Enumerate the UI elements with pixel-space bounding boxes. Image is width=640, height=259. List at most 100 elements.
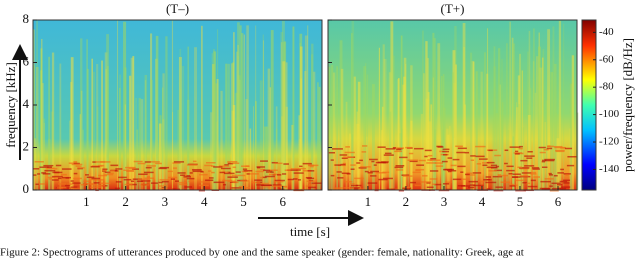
spectrogram-harmonic bbox=[220, 167, 231, 170]
spectrogram-streak bbox=[363, 66, 366, 190]
spectrogram-harmonic bbox=[204, 164, 213, 167]
spectrogram-streak bbox=[563, 23, 565, 191]
spectrogram-harmonic bbox=[362, 145, 368, 147]
spectrogram-streak bbox=[345, 101, 348, 190]
spectrogram-harmonic bbox=[436, 145, 443, 148]
spectrogram-harmonic bbox=[305, 176, 312, 179]
spectrogram-harmonic bbox=[376, 172, 387, 174]
spectrogram-streak bbox=[43, 122, 45, 190]
colorbar-tick-label: -60 bbox=[599, 53, 614, 65]
spectrogram-harmonic bbox=[90, 166, 100, 168]
spectrogram-streak bbox=[34, 138, 37, 190]
spectrogram-harmonic bbox=[341, 157, 348, 160]
spectrogram-harmonic bbox=[110, 164, 119, 167]
spectrogram-harmonic bbox=[500, 181, 510, 183]
spectrogram-harmonic bbox=[311, 182, 322, 184]
spectrogram-streak bbox=[269, 87, 272, 190]
spectrogram-harmonic bbox=[482, 164, 488, 167]
spectrogram-harmonic bbox=[466, 174, 476, 176]
spectrogram-harmonic bbox=[123, 178, 132, 181]
spectrogram-streak bbox=[211, 53, 214, 191]
spectrogram-streak bbox=[401, 128, 403, 190]
spectrogram-streak bbox=[69, 120, 71, 190]
spectrogram-harmonic bbox=[444, 168, 454, 171]
spectrogram-streak bbox=[349, 133, 351, 190]
spectrogram-streak bbox=[475, 71, 478, 190]
spectrogram-harmonic bbox=[472, 172, 482, 174]
spectrogram-streak bbox=[150, 79, 153, 190]
spectrogram-harmonic bbox=[435, 165, 444, 167]
spectrogram-harmonic bbox=[555, 150, 565, 153]
x-tick-label: 2 bbox=[403, 194, 410, 209]
spectrogram-harmonic bbox=[260, 184, 272, 186]
spectrogram-harmonic bbox=[358, 167, 367, 169]
spectrogram-harmonic bbox=[563, 179, 571, 182]
spectrogram-harmonic bbox=[541, 159, 547, 162]
spectrogram-streak bbox=[299, 138, 301, 190]
spectrogram-streak bbox=[41, 83, 44, 190]
spectrogram-harmonic bbox=[146, 176, 150, 178]
spectrogram-streak bbox=[400, 66, 403, 190]
spectrogram-streak bbox=[533, 28, 535, 190]
spectrogram-harmonic bbox=[333, 188, 341, 190]
spectrogram-harmonic bbox=[506, 169, 515, 172]
spectrogram-harmonic bbox=[298, 167, 306, 170]
spectrogram-harmonic bbox=[555, 149, 565, 152]
spectrogram-harmonic bbox=[159, 166, 170, 169]
spectrogram-streak bbox=[106, 65, 109, 190]
spectrogram-harmonic bbox=[549, 174, 553, 176]
spectrogram-streak bbox=[452, 50, 456, 190]
spectrogram-harmonic bbox=[355, 184, 362, 187]
spectrogram-harmonic bbox=[296, 169, 301, 171]
spectrogram-harmonic bbox=[343, 187, 355, 189]
spectrogram-harmonic bbox=[470, 155, 476, 157]
spectrogram-harmonic bbox=[442, 148, 450, 151]
spectrogram-harmonic bbox=[302, 170, 312, 172]
spectrogram-harmonic bbox=[161, 180, 169, 183]
spectrogram-streak bbox=[400, 35, 403, 191]
spectrogram-streak bbox=[213, 51, 217, 191]
spectrogram-harmonic bbox=[356, 162, 361, 164]
spectrogram-streak bbox=[501, 102, 504, 190]
spectrogram-harmonic bbox=[159, 187, 168, 190]
spectrogram-streak bbox=[550, 72, 554, 190]
spectrogram-harmonic bbox=[124, 183, 133, 186]
spectrogram-harmonic bbox=[66, 183, 73, 185]
spectrogram-streak bbox=[543, 121, 547, 190]
spectrogram-harmonic bbox=[245, 165, 250, 167]
spectrogram-harmonic bbox=[485, 181, 497, 184]
spectrogram-streak bbox=[254, 101, 257, 190]
spectrogram-streak bbox=[398, 77, 400, 190]
spectrogram-streak bbox=[340, 68, 344, 190]
spectrogram-streak bbox=[528, 30, 531, 191]
spectrogram-harmonic bbox=[227, 160, 238, 163]
spectrogram-harmonic bbox=[227, 180, 237, 183]
spectrogram-harmonic bbox=[98, 182, 105, 185]
spectrogram-streak bbox=[351, 33, 353, 190]
spectrogram-harmonic bbox=[254, 179, 263, 181]
spectrogram-harmonic bbox=[287, 178, 294, 181]
spectrogram-harmonic bbox=[150, 161, 160, 163]
spectrogram-streak bbox=[556, 138, 560, 190]
spectrogram-harmonic bbox=[403, 175, 413, 177]
spectrogram-harmonic bbox=[98, 174, 108, 177]
spectrogram-harmonic bbox=[432, 183, 436, 186]
spectrogram-harmonic bbox=[495, 165, 500, 168]
spectrogram-harmonic bbox=[565, 174, 569, 176]
spectrogram-streak bbox=[423, 73, 425, 190]
spectrogram-harmonic bbox=[564, 147, 573, 150]
spectrogram-harmonic bbox=[93, 179, 104, 181]
spectrogram-streak bbox=[509, 21, 511, 191]
spectrogram-harmonic bbox=[110, 170, 116, 172]
spectrogram-harmonic bbox=[342, 162, 346, 165]
spectrogram-harmonic bbox=[330, 174, 335, 177]
spectrogram-harmonic bbox=[213, 181, 225, 184]
spectrogram-streak bbox=[243, 34, 245, 190]
spectrogram-streak bbox=[285, 106, 288, 190]
spectrogram-streak bbox=[275, 128, 278, 190]
spectrogram-harmonic bbox=[517, 166, 523, 169]
spectrogram-streak bbox=[410, 120, 413, 190]
spectrogram-harmonic bbox=[246, 173, 250, 175]
spectrogram-harmonic bbox=[364, 170, 369, 173]
spectrogram-harmonic bbox=[343, 156, 354, 159]
